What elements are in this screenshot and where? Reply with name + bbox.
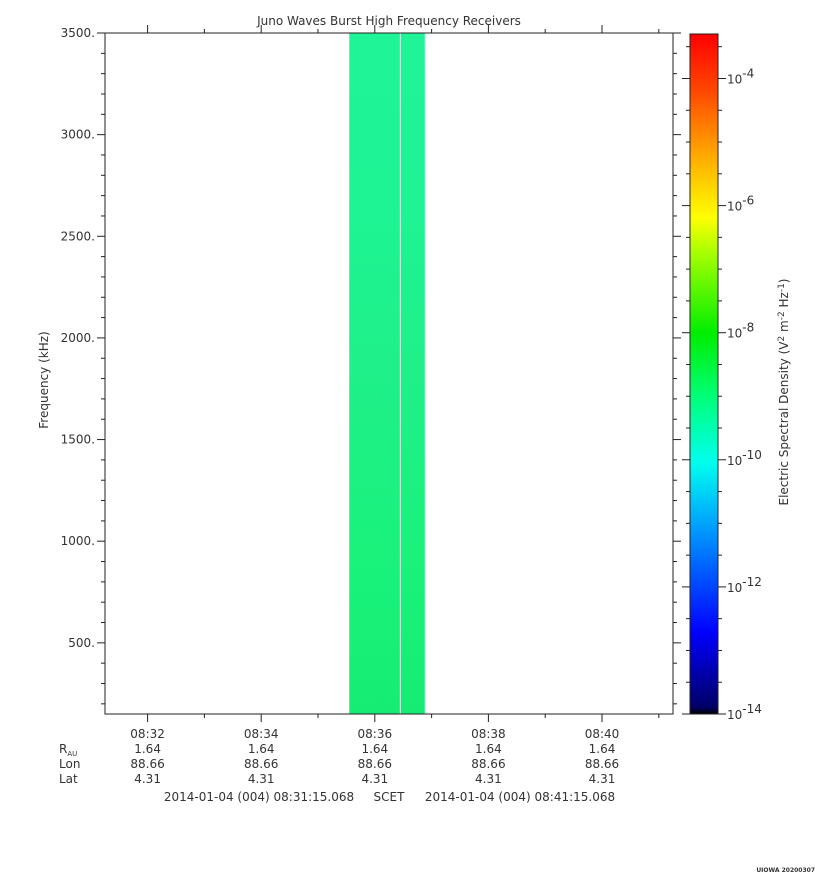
colorbar [689, 33, 719, 715]
ephemeris-row-label: Lat [59, 772, 78, 786]
colorbar-label-unit-1: m [777, 320, 791, 336]
ephemeris-value: 4.31 [475, 772, 502, 786]
colorbar-tick-label: 10-12 [727, 575, 762, 595]
colorbar-tick-label: 10-6 [727, 194, 754, 214]
colorbar-tick-exponent: -12 [742, 575, 762, 589]
time-range-start: 2014-01-04 (004) 08:31:15.068 [164, 790, 354, 804]
colorbar-label-unit-2: -2 [777, 311, 787, 320]
colorbar-tick-base: 10 [727, 454, 742, 468]
x-axis: 08:32 08:34 08:36 08:38 08:40 [130, 25, 660, 741]
colorbar-tick-exponent: -6 [742, 194, 754, 208]
colorbar-label-text: Electric Spectral Density (V [777, 341, 791, 506]
colorbar-label: Electric Spectral Density (V2 m-2 Hz-1) [777, 278, 791, 505]
colorbar-tick-base: 10 [727, 200, 742, 214]
y-axis: 500. 1000. 1500. 2000. 2500. 3000. 3500. [61, 26, 681, 705]
ephemeris-value: 4.31 [361, 772, 388, 786]
ephemeris-row-label: RAU [59, 742, 77, 758]
ephemeris-value: 4.31 [134, 772, 161, 786]
time-range-end: 2014-01-04 (004) 08:41:15.068 [425, 790, 615, 804]
ephemeris-row-label: Lon [59, 757, 80, 771]
y-tick-label: 1000. [61, 534, 95, 548]
y-tick-label: 1500. [61, 433, 95, 447]
colorbar-tick-exponent: -14 [742, 702, 762, 716]
x-tick-label: 08:32 [130, 727, 165, 741]
colorbar-tick-label: 10-14 [727, 702, 762, 722]
ephemeris-value: 1.64 [475, 742, 502, 756]
ephemeris-value: 1.64 [361, 742, 388, 756]
y-tick-label: 3500. [61, 26, 95, 40]
colorbar-tick-label: 10-8 [727, 321, 754, 341]
ephemeris-table: RAU 1.64 1.64 1.64 1.64 1.64 Lon 88.66 88.66 88.6… [59, 742, 619, 786]
colorbar-label-unit-4: -1 [777, 283, 787, 292]
y-tick-label: 500. [68, 636, 95, 650]
ephemeris-value: 88.66 [244, 757, 278, 771]
footer-stamp: UIOWA 20200307 [756, 867, 815, 874]
ephemeris-value: 88.66 [585, 757, 619, 771]
ephemeris-value: 88.66 [130, 757, 164, 771]
ephemeris-value: 4.31 [589, 772, 616, 786]
x-tick-label: 08:38 [471, 727, 506, 741]
x-tick-label: 08:34 [244, 727, 279, 741]
colorbar-tick-base: 10 [727, 72, 742, 86]
ephemeris-row-label-sub: AU [67, 750, 77, 758]
y-tick-label: 3000. [61, 128, 95, 142]
colorbar-tick-base: 10 [727, 581, 742, 595]
colorbar-label-unit-0: 2 [777, 336, 787, 342]
ephemeris-value: 1.64 [134, 742, 161, 756]
colorbar-label-unit-5: ) [777, 278, 791, 283]
colorbar-tick-label: 10-4 [727, 66, 754, 86]
colorbar-tick-exponent: -10 [742, 448, 762, 462]
ephemeris-value: 1.64 [248, 742, 275, 756]
ephemeris-value: 4.31 [248, 772, 275, 786]
ephemeris-value: 88.66 [358, 757, 392, 771]
y-tick-label: 2000. [61, 331, 95, 345]
colorbar-label-unit-3: Hz [777, 292, 791, 311]
colorbar-tick-label: 10-10 [727, 448, 762, 468]
colorbar-tick-base: 10 [727, 708, 742, 722]
ephemeris-value: 1.64 [589, 742, 616, 756]
time-range-scet: SCET [374, 790, 406, 804]
spectrogram-data-block [349, 33, 425, 714]
y-axis-label: Frequency (kHz) [37, 331, 51, 428]
colorbar-tick-base: 10 [727, 327, 742, 341]
ephemeris-value: 88.66 [471, 757, 505, 771]
y-tick-label: 2500. [61, 229, 95, 243]
colorbar-tick-exponent: -4 [742, 66, 754, 80]
x-tick-label: 08:40 [585, 727, 620, 741]
colorbar-tick-exponent: -8 [742, 321, 754, 335]
plot-frame [104, 32, 674, 715]
chart-title: Juno Waves Burst High Frequency Receiver… [256, 14, 521, 28]
x-tick-label: 08:36 [358, 727, 393, 741]
